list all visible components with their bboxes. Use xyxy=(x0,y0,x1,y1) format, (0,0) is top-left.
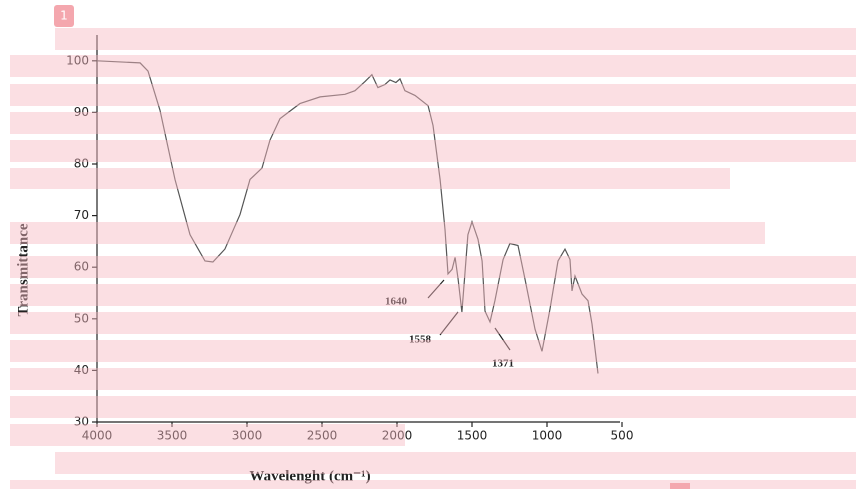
band xyxy=(10,480,856,489)
y-tick-label: 40 xyxy=(74,363,89,377)
badge xyxy=(670,483,690,489)
highlight-bands xyxy=(10,28,856,489)
band xyxy=(10,55,856,77)
band xyxy=(10,222,765,244)
band xyxy=(10,256,856,278)
band xyxy=(10,424,405,446)
band xyxy=(10,112,856,134)
y-axis-label: Transmittance xyxy=(15,223,31,316)
x-tick-label: 3500 xyxy=(157,429,188,443)
y-tick-label: 30 xyxy=(74,415,89,429)
x-axis-label: Wavelenght (cm⁻¹) xyxy=(249,468,370,484)
band xyxy=(10,312,856,334)
annotation-arrow xyxy=(427,279,445,299)
x-tick-label: 500 xyxy=(611,429,634,443)
y-tick-label: 60 xyxy=(74,260,89,274)
y-tick-label: 50 xyxy=(74,311,89,325)
annotation: 1371 xyxy=(492,358,514,370)
y-tick-label: 90 xyxy=(74,105,89,119)
badge-label: 1 xyxy=(60,9,68,23)
band xyxy=(10,340,856,362)
band xyxy=(10,396,856,418)
x-tick-label: 3000 xyxy=(232,429,263,443)
band xyxy=(10,140,856,162)
x-tick-label: 2500 xyxy=(307,429,338,443)
band xyxy=(10,284,856,306)
band xyxy=(10,84,856,106)
annotation-arrow xyxy=(439,311,459,336)
x-tick-label: 4000 xyxy=(82,429,113,443)
x-tick-label: 1000 xyxy=(532,429,563,443)
band xyxy=(55,28,856,50)
annotation: 1558 xyxy=(409,334,432,346)
band xyxy=(10,368,856,390)
x-tick-label: 1500 xyxy=(457,429,488,443)
y-tick-label: 100 xyxy=(66,53,89,67)
y-tick-label: 70 xyxy=(74,208,89,222)
y-tick-label: 80 xyxy=(74,157,89,171)
band xyxy=(55,452,856,474)
plot: 30 40 50 60 70 80 90 100 4000 3500 3000 2500 2000 150… xyxy=(66,35,633,443)
annotation-arrow xyxy=(494,327,511,351)
annotation: 1640 xyxy=(385,296,408,308)
x-tick-label: 2000 xyxy=(382,429,413,443)
badge xyxy=(54,5,74,27)
spectrum-line xyxy=(96,60,599,374)
band xyxy=(10,168,730,189)
